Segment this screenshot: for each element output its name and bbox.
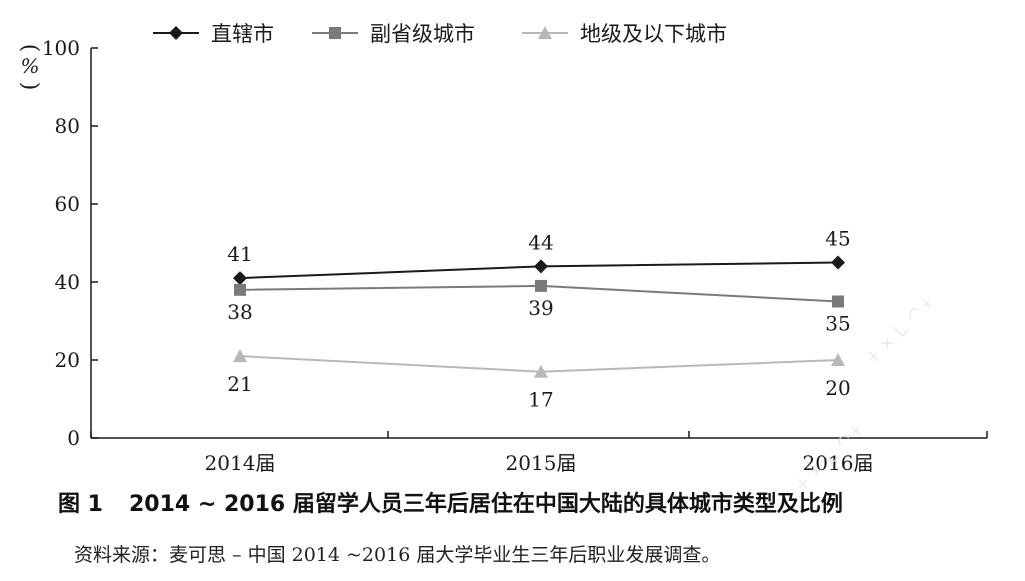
series-1: 41 44 45 [227,227,851,286]
data-label: 39 [528,296,553,320]
y-tick-label: 60 [55,192,80,216]
line-chart: 直辖市 副省级城市 地级及以下城市 0 20 40 60 80 100 2014届 2015届 20… [17,22,988,475]
figure-caption: 图 1 2014 ~ 2016 届留学人员三年后居住在中国大陆的具体城市类型及比例 [58,486,843,518]
point-marker [538,26,552,39]
data-label: 45 [825,227,850,251]
legend-item-1: 直辖市 [153,22,274,46]
x-tick-label: 2015届 [506,451,577,475]
legend: 直辖市 副省级城市 地级及以下城市 [153,22,727,46]
legend-label: 地级及以下城市 [580,22,727,46]
point-marker [234,283,246,296]
point-marker [233,271,247,286]
data-label: 21 [227,372,252,396]
axes: 0 20 40 60 80 100 2014届 2015届 2016届 (%) [17,36,988,475]
data-label: 20 [825,376,850,400]
point-marker [832,295,844,308]
y-tick-label: 40 [55,270,80,294]
y-tick-label: 20 [55,348,80,372]
data-label: 41 [227,242,252,266]
y-tick-label: 100 [42,36,80,60]
data-label: 38 [227,300,252,324]
legend-label: 副省级城市 [370,22,475,46]
source-note: 资料来源：麦可思 – 中国 2014 ~2016 届大学毕业生三年后职业发展调查… [74,544,721,566]
y-axis-unit: (%) [17,44,42,91]
x-tick-label: 2014届 [205,451,276,475]
y-axis-unit-paren-close: ) [17,82,42,91]
point-marker [233,349,247,363]
y-axis-unit-label: % [20,54,39,78]
y-tick-label: 0 [67,426,80,450]
point-marker [534,259,548,274]
data-label: 17 [528,388,553,412]
point-marker [535,279,547,292]
point-marker [831,353,845,366]
y-tick-label: 80 [55,114,80,138]
point-marker [169,26,183,40]
x-tick-label: 2016届 [803,451,874,475]
point-marker [329,27,341,39]
data-label: 44 [528,230,553,254]
series-3: 21 17 20 [227,349,851,412]
figure-number: 图 1 [58,492,103,517]
series-layer: 41 44 45 38 39 35 21 17 20 [227,227,850,412]
legend-item-3: 地级及以下城市 [522,22,727,46]
y-axis-unit-paren-open: ( [17,44,42,53]
point-marker [831,255,845,270]
point-marker [534,364,548,378]
legend-label: 直辖市 [211,22,274,46]
series-2: 38 39 35 [227,279,851,336]
data-label: 35 [825,312,850,336]
figure-caption-text: 2014 ~ 2016 届留学人员三年后居住在中国大陆的具体城市类型及比例 [128,492,843,517]
legend-item-2: 副省级城市 [312,22,475,46]
